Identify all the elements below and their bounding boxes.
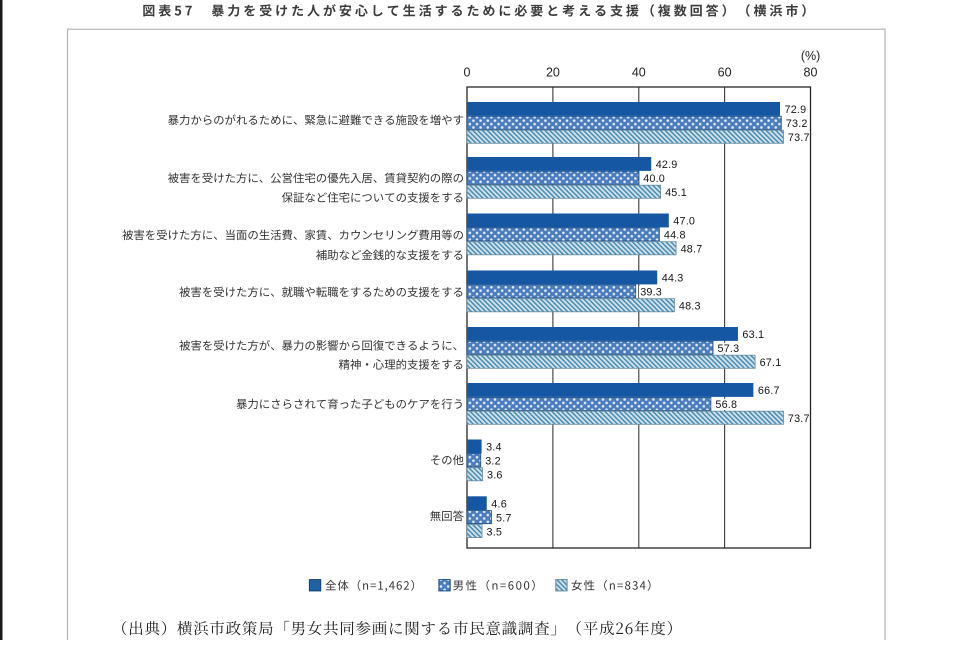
svg-text:5.7: 5.7 <box>496 512 512 524</box>
svg-text:20: 20 <box>546 65 560 79</box>
svg-text:45.1: 45.1 <box>665 187 687 199</box>
svg-text:4.6: 4.6 <box>491 498 507 510</box>
svg-text:66.7: 66.7 <box>758 385 780 397</box>
svg-text:40: 40 <box>632 65 646 79</box>
svg-text:60: 60 <box>718 65 732 79</box>
svg-text:48.7: 48.7 <box>681 243 703 255</box>
svg-text:3.6: 3.6 <box>487 469 503 481</box>
svg-text:3.2: 3.2 <box>485 456 501 468</box>
svg-text:3.4: 3.4 <box>486 442 502 454</box>
svg-text:73.7: 73.7 <box>788 413 810 425</box>
svg-text:63.1: 63.1 <box>742 329 764 341</box>
svg-text:44.3: 44.3 <box>662 273 684 285</box>
svg-text:47.0: 47.0 <box>673 216 695 228</box>
svg-text:3.5: 3.5 <box>487 526 503 538</box>
svg-text:40.0: 40.0 <box>643 173 665 185</box>
svg-text:(%): (%) <box>801 49 820 63</box>
svg-text:67.1: 67.1 <box>760 357 782 369</box>
svg-text:0: 0 <box>464 65 471 79</box>
svg-text:80: 80 <box>804 65 818 79</box>
svg-text:42.9: 42.9 <box>656 159 678 171</box>
svg-text:57.3: 57.3 <box>718 343 740 355</box>
svg-text:56.8: 56.8 <box>715 399 737 411</box>
svg-text:72.9: 72.9 <box>785 104 807 116</box>
svg-text:73.7: 73.7 <box>788 132 810 144</box>
svg-text:44.8: 44.8 <box>664 230 686 242</box>
svg-text:39.3: 39.3 <box>640 287 662 299</box>
svg-text:73.2: 73.2 <box>786 118 808 130</box>
svg-text:48.3: 48.3 <box>679 300 701 312</box>
